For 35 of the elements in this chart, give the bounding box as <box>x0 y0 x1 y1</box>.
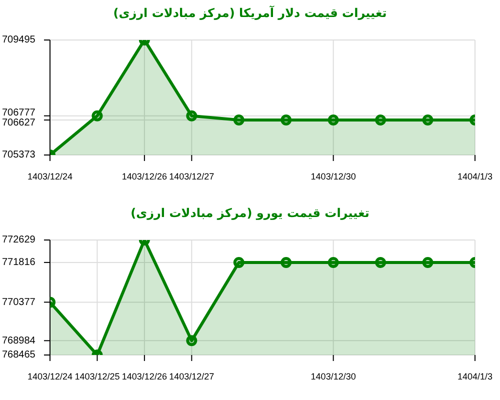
point <box>375 256 386 268</box>
y-tick-label: 772629 <box>2 234 36 246</box>
point <box>186 110 198 122</box>
y-tick-label: 771816 <box>2 257 36 268</box>
chart-title: تغییرات قیمت دلار آمریکا (مرکز مبادلات ارزی) <box>112 6 388 20</box>
x-tick-label: 1403/12/24 <box>27 371 73 382</box>
x-tick-label: 1404/1/3 <box>457 171 493 182</box>
x-tick-label: 1404/1/3 <box>457 371 493 382</box>
point <box>422 114 434 126</box>
chart-title: تغییرات قیمت یورو (مرکز مبادلات ارزی) <box>130 206 370 220</box>
point <box>422 256 434 268</box>
point <box>280 114 292 126</box>
y-tick-label: 706627 <box>2 118 36 129</box>
y-tick-label: 768465 <box>2 350 36 361</box>
x-tick-label: 1403/12/27 <box>169 171 214 182</box>
point <box>280 256 292 268</box>
point <box>375 114 386 126</box>
point <box>328 114 339 126</box>
y-tick-label: 770377 <box>2 296 36 308</box>
x-tick-label: 1403/12/24 <box>27 171 73 182</box>
x-tick-label: 1403/12/30 <box>310 171 356 182</box>
point <box>328 256 339 268</box>
y-tick-label: 768984 <box>2 335 36 346</box>
x-tick-label: 1403/12/27 <box>169 371 214 382</box>
point <box>92 110 103 122</box>
point <box>233 114 244 126</box>
y-tick-label: 706777 <box>2 108 36 119</box>
point <box>233 256 244 268</box>
y-tick-label: 705373 <box>2 150 36 161</box>
x-tick-label: 1403/12/26 <box>122 371 167 382</box>
y-tick-label: 709495 <box>2 34 36 46</box>
x-tick-label: 1403/12/26 <box>122 171 167 182</box>
x-tick-label: 1403/12/25 <box>74 371 120 382</box>
point <box>186 335 198 346</box>
x-tick-label: 1403/12/30 <box>310 371 356 382</box>
